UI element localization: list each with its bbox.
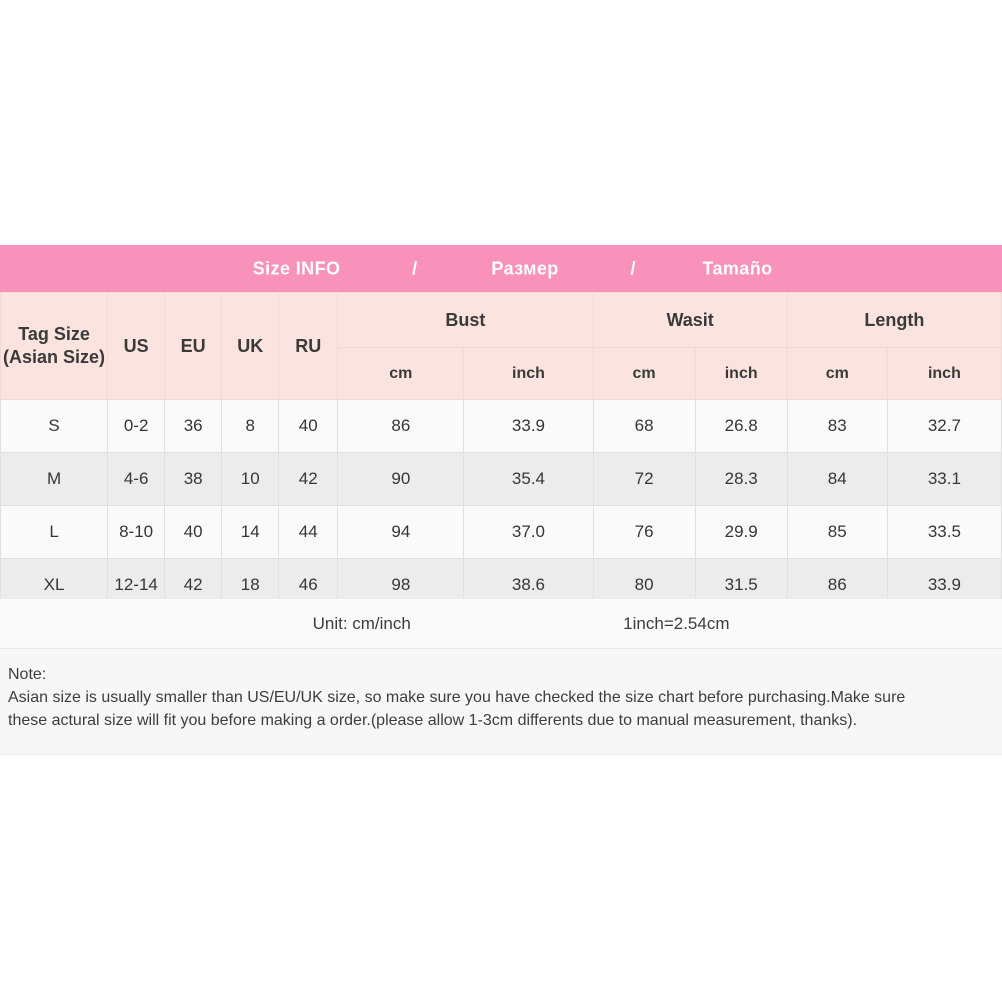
header-eu: EU	[164, 292, 223, 400]
cell-us: 0-2	[107, 399, 166, 453]
cell-uk: 10	[221, 452, 280, 506]
cell-tag: S	[0, 399, 109, 453]
header-wasit-inch: inch	[694, 347, 788, 400]
table-row-l: L 8-10 40 14 44 94 37.0 76 29.9 85 33.5	[0, 505, 1002, 559]
conversion-label: 1inch=2.54cm	[623, 613, 730, 633]
header-ru: RU	[278, 292, 339, 400]
header-tag-size: Tag Size (Asian Size)	[0, 292, 109, 400]
cell-length-cm: 84	[786, 452, 888, 506]
cell-eu: 40	[164, 505, 223, 559]
cell-length-cm: 83	[786, 399, 888, 453]
table-row-s: S 0-2 36 8 40 86 33.9 68 26.8 83 32.7	[0, 399, 1002, 453]
cell-wasit-cm: 68	[592, 399, 696, 453]
cell-us: 4-6	[107, 452, 166, 506]
cell-bust-inch: 33.9	[463, 399, 594, 453]
cell-bust-cm: 94	[337, 505, 465, 559]
cell-uk: 14	[221, 505, 280, 559]
unit-footer-row: Unit: cm/inch 1inch=2.54cm	[0, 599, 1002, 649]
header-bust-cm: cm	[337, 347, 465, 400]
cell-length-inch: 33.5	[886, 505, 1002, 559]
cell-ru: 44	[278, 505, 339, 559]
table-row-m: M 4-6 38 10 42 90 35.4 72 28.3 84 33.1	[0, 452, 1002, 506]
cell-length-cm: 85	[786, 505, 888, 559]
header-wasit-cm: cm	[592, 347, 696, 400]
note-title: Note:	[8, 666, 47, 683]
title-separator-1: /	[412, 258, 418, 278]
cell-ru: 40	[278, 399, 339, 453]
size-chart-table: Tag Size (Asian Size) US EU UK RU Bust W…	[0, 292, 1002, 612]
cell-length-inch: 32.7	[886, 399, 1002, 453]
header-wasit: Wasit	[592, 292, 788, 348]
note-line-1: Asian size is usually smaller than US/EU…	[8, 689, 906, 706]
unit-label: Unit: cm/inch	[312, 613, 411, 633]
cell-bust-cm: 86	[337, 399, 465, 453]
header-length: Length	[786, 292, 1002, 348]
cell-length-inch: 33.1	[886, 452, 1002, 506]
cell-tag: M	[0, 452, 109, 506]
cell-bust-cm: 90	[337, 452, 465, 506]
cell-tag: L	[0, 505, 109, 559]
header-tag-size-line1: Tag Size	[18, 323, 90, 344]
title-razmer: Размер	[491, 258, 559, 278]
header-tag-size-line2: (Asian Size)	[3, 347, 106, 367]
cell-wasit-inch: 28.3	[694, 452, 788, 506]
title-separator-2: /	[630, 258, 636, 278]
note-line-2: these actural size will fit you before m…	[8, 712, 858, 729]
header-length-cm: cm	[786, 347, 888, 400]
header-length-inch: inch	[886, 347, 1002, 400]
title-tamano: Tamaño	[702, 258, 773, 278]
cell-uk: 8	[221, 399, 280, 453]
size-info-title-bar: Size INFO / Размер / Tamaño	[0, 245, 1002, 292]
cell-us: 8-10	[107, 505, 166, 559]
header-bust: Bust	[337, 292, 594, 348]
header-bust-inch: inch	[463, 347, 594, 400]
cell-bust-inch: 35.4	[463, 452, 594, 506]
title-size-info: Size INFO	[252, 258, 341, 278]
size-chart-table-wrap: Tag Size (Asian Size) US EU UK RU Bust W…	[0, 292, 1002, 612]
cell-wasit-inch: 29.9	[694, 505, 788, 559]
cell-ru: 42	[278, 452, 339, 506]
cell-bust-inch: 37.0	[463, 505, 594, 559]
cell-wasit-cm: 72	[592, 452, 696, 506]
cell-wasit-inch: 26.8	[694, 399, 788, 453]
cell-eu: 38	[164, 452, 223, 506]
note-panel: Note: Asian size is usually smaller than…	[0, 649, 1002, 755]
header-uk: UK	[221, 292, 280, 400]
cell-wasit-cm: 76	[592, 505, 696, 559]
cell-eu: 36	[164, 399, 223, 453]
header-us: US	[107, 292, 166, 400]
